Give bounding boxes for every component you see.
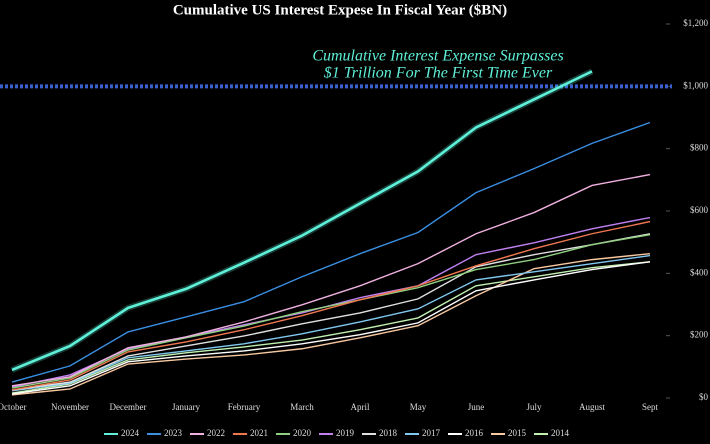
x-tick-label: July xyxy=(526,402,542,412)
legend-label: 2021 xyxy=(250,428,268,438)
series-line xyxy=(11,233,651,389)
y-tick-label: $1,000 xyxy=(683,80,708,90)
x-tick-label: May xyxy=(410,402,427,412)
y-tick-label: $0 xyxy=(699,392,709,402)
legend-label: 2020 xyxy=(293,428,312,438)
legend-label: 2015 xyxy=(508,428,527,438)
legend-label: 2019 xyxy=(336,428,355,438)
y-tick-label: $400 xyxy=(690,267,709,277)
y-tick-label: $800 xyxy=(690,143,709,153)
x-tick-label: June xyxy=(468,402,485,412)
annotation: Cumulative Interest Expense Surpasses xyxy=(312,48,563,65)
annotation: $1 Trillion For The First Time Ever xyxy=(324,65,553,82)
x-tick-label: March xyxy=(290,402,314,412)
chart-title: Cumulative US Interest Expese In Fiscal … xyxy=(173,2,507,18)
y-tick-label: $200 xyxy=(690,330,709,340)
x-tick-label: February xyxy=(228,402,261,412)
series-line xyxy=(11,253,651,396)
series-line xyxy=(11,173,651,387)
series-glow xyxy=(10,68,594,373)
series-line xyxy=(11,220,651,391)
x-tick-label: January xyxy=(172,402,200,412)
x-tick-label: April xyxy=(351,402,370,412)
legend-label: 2018 xyxy=(379,428,398,438)
series-line xyxy=(11,70,593,372)
y-tick-label: $1,200 xyxy=(683,18,708,28)
legend-label: 2022 xyxy=(207,428,225,438)
series-line xyxy=(11,121,651,383)
x-tick-label: August xyxy=(579,402,606,412)
legend-label: 2017 xyxy=(422,428,441,438)
legend-label: 2023 xyxy=(164,428,183,438)
series-line xyxy=(11,261,651,395)
legend-label: 2024 xyxy=(121,428,140,438)
legend-label: 2014 xyxy=(551,428,570,438)
y-tick-label: $600 xyxy=(690,205,709,215)
x-tick-label: Sept xyxy=(642,402,659,412)
x-tick-label: December xyxy=(110,402,147,412)
x-tick-label: October xyxy=(0,402,27,412)
x-tick-label: November xyxy=(51,402,89,412)
series-line xyxy=(11,254,651,392)
legend-label: 2016 xyxy=(465,428,484,438)
series-line xyxy=(11,233,651,391)
series-line xyxy=(11,261,651,394)
